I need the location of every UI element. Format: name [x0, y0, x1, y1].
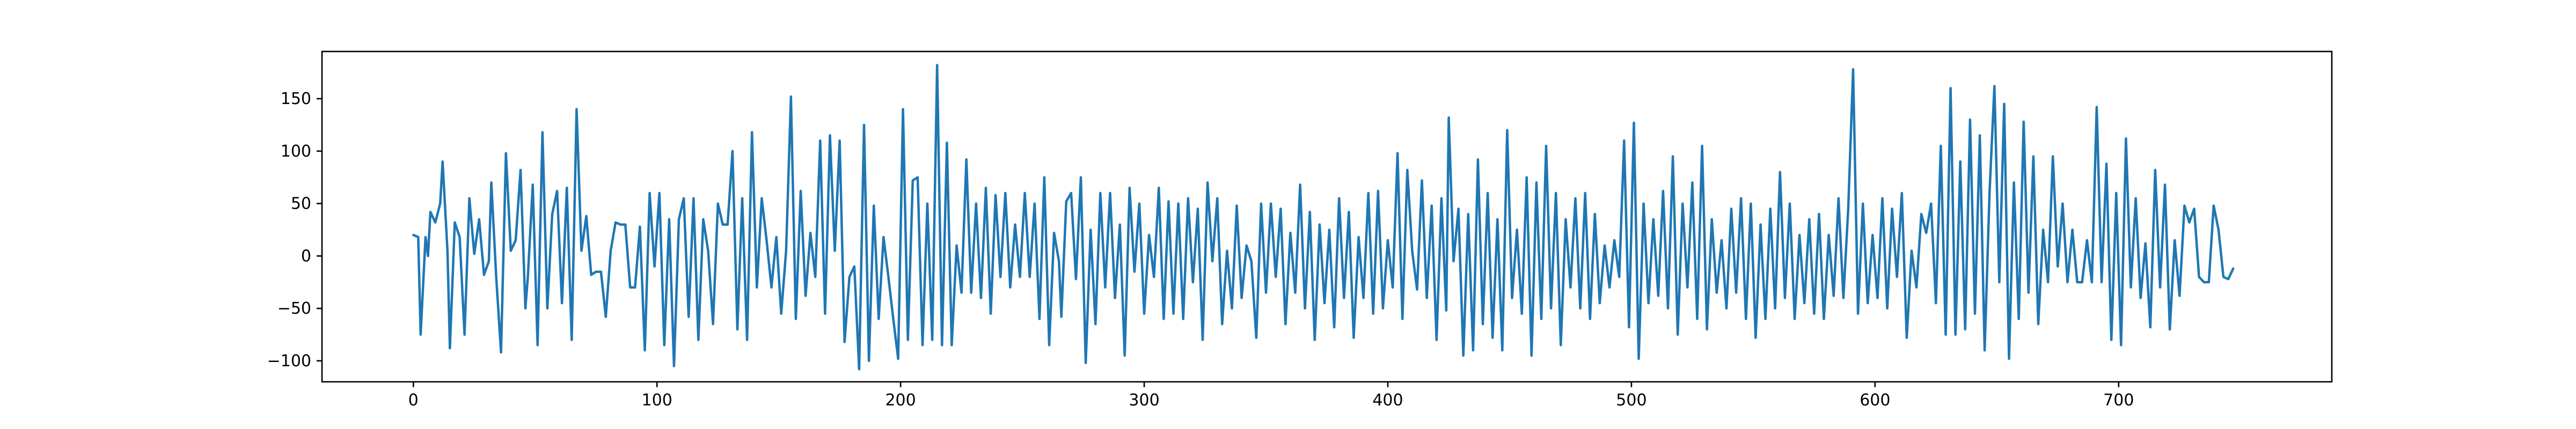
x-tick-label: 400: [1372, 391, 1403, 410]
y-tick-label: −100: [267, 352, 311, 371]
x-tick-label: 0: [408, 391, 419, 410]
y-tick-label: −50: [277, 299, 311, 318]
y-axis-ticks: −100 −50 0 50 100 150: [267, 90, 322, 371]
y-tick-label: 0: [301, 247, 311, 265]
x-tick-label: 100: [642, 391, 672, 410]
x-tick-label: 500: [1616, 391, 1646, 410]
y-tick-label: 150: [281, 90, 311, 108]
axes-frame: [321, 50, 2333, 383]
y-tick-label: 50: [291, 195, 311, 213]
x-tick-label: 700: [2103, 391, 2134, 410]
x-tick-label: 200: [885, 391, 916, 410]
x-tick-label: 300: [1129, 391, 1159, 410]
x-tick-label: 600: [1860, 391, 1890, 410]
y-tick-label: 100: [281, 142, 311, 161]
data-series-line: [412, 64, 2235, 371]
x-axis-ticks: 0 100 200 300 400 500 600 700: [408, 382, 2134, 410]
